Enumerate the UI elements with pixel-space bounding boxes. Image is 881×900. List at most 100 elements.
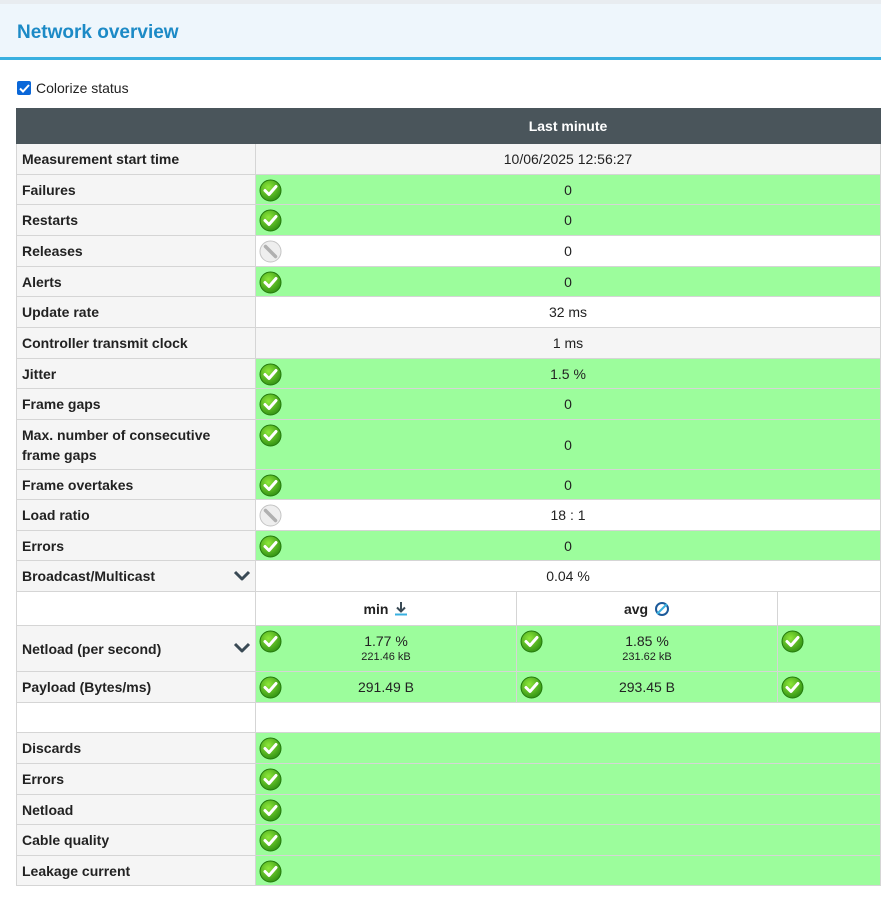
page-header: Network overview	[0, 4, 881, 60]
update-rate-value: 32 ms	[548, 304, 588, 320]
errors-value: 0	[564, 537, 572, 554]
row-label: Frame overtakes	[16, 470, 256, 500]
payload-extra-cell	[778, 672, 881, 703]
status-ok-icon	[259, 179, 282, 202]
frame-gaps-value: 0	[564, 396, 572, 412]
netload-avg-cell: 1.85 % 231.62 kB	[517, 626, 778, 672]
status-ok-icon	[259, 799, 282, 822]
stats-col-extra	[778, 592, 881, 626]
header-corner	[16, 108, 256, 144]
status-ok-icon	[259, 474, 282, 497]
row-label: Cable quality	[16, 825, 256, 856]
row-label: Leakage current	[16, 856, 256, 886]
row-label: Jitter	[16, 359, 256, 389]
netload-min-subvalue: 221.46 kB	[361, 650, 411, 663]
chevron-down-icon[interactable]	[233, 569, 251, 583]
arrow-down-icon	[395, 602, 408, 616]
row-label-text: Payload (Bytes/ms)	[22, 679, 152, 695]
row-label-text: Load ratio	[22, 507, 90, 523]
row-label-text: Broadcast/Multicast	[22, 568, 156, 584]
releases-value: 0	[564, 243, 572, 259]
row-label: Netload	[16, 795, 256, 825]
row-label: Restarts	[16, 205, 256, 236]
cable-quality-status-cell	[256, 825, 881, 856]
row-label: Max. number of consecutive frame gaps	[16, 420, 256, 470]
netload-avg-value: 1.85 %	[625, 632, 669, 649]
spacer-label	[16, 703, 256, 733]
row-label-text: Max. number of consecutive frame gaps	[22, 426, 211, 463]
row-value: 0	[256, 175, 881, 205]
stats-col-avg: avg	[517, 592, 778, 626]
restarts-value: 0	[564, 212, 572, 228]
payload-avg-value: 293.45 B	[618, 679, 676, 695]
row-label: Load ratio	[16, 500, 256, 531]
payload-min-value: 291.49 B	[357, 679, 415, 695]
row-label-text: Update rate	[22, 304, 100, 320]
network-overview-table: Last minute Measurement start time 10/06…	[16, 108, 881, 886]
port-errors-status-cell	[256, 764, 881, 795]
row-label: Controller transmit clock	[16, 328, 256, 359]
colorize-toggle[interactable]: Colorize status	[17, 79, 129, 97]
row-value: 0	[256, 205, 881, 236]
row-label-text: Discards	[22, 740, 82, 756]
stats-col-min-label: min	[363, 600, 389, 617]
row-label: Frame gaps	[16, 389, 256, 420]
header-last-minute: Last minute	[256, 108, 881, 144]
row-label-text: Errors	[22, 771, 65, 787]
failures-value: 0	[564, 181, 572, 198]
row-label: Errors	[16, 764, 256, 795]
status-ok-icon	[259, 209, 282, 232]
row-label-text: Frame overtakes	[22, 476, 134, 493]
row-label: Alerts	[16, 267, 256, 297]
stats-header-corner	[16, 592, 256, 626]
row-label-text: Frame gaps	[22, 396, 101, 412]
status-ok-icon	[259, 535, 282, 558]
page-title: Network overview	[17, 22, 179, 43]
row-value: 0	[256, 389, 881, 420]
row-value: 0	[256, 531, 881, 561]
broadcast-value: 0.04 %	[546, 568, 590, 584]
row-label-text: Netload	[22, 801, 74, 818]
colorize-checkbox[interactable]	[17, 81, 31, 95]
row-label-text: Jitter	[22, 365, 57, 382]
row-value: 10/06/2025 12:56:27	[256, 144, 881, 175]
status-ok-icon	[259, 829, 282, 852]
status-inactive-icon	[259, 504, 282, 527]
row-value: 0	[256, 420, 881, 470]
status-ok-icon	[259, 271, 282, 294]
alerts-value: 0	[564, 273, 572, 290]
row-value: 32 ms	[256, 297, 881, 328]
row-value: 0.04 %	[256, 561, 881, 592]
measurement-start-value: 10/06/2025 12:56:27	[503, 151, 633, 167]
row-label: Payload (Bytes/ms)	[16, 672, 256, 703]
row-value: 0	[256, 267, 881, 297]
top-edge	[0, 0, 881, 4]
row-label-text: Alerts	[22, 273, 62, 290]
netload-min-cell: 1.77 % 221.46 kB	[256, 626, 517, 672]
row-label-text: Cable quality	[22, 832, 110, 848]
row-label: Errors	[16, 531, 256, 561]
row-label: Measurement start time	[16, 144, 256, 175]
row-label-text: Restarts	[22, 212, 79, 228]
status-ok-icon	[259, 630, 282, 653]
row-label-text: Releases	[22, 243, 83, 259]
chevron-down-icon[interactable]	[233, 641, 251, 655]
status-ok-icon	[259, 860, 282, 883]
row-label-broadcast[interactable]: Broadcast/Multicast	[16, 561, 256, 592]
status-ok-icon	[259, 768, 282, 791]
leakage-current-status-cell	[256, 856, 881, 886]
status-ok-icon	[259, 737, 282, 760]
row-label-text: Controller transmit clock	[22, 335, 188, 351]
transmit-clock-value: 1 ms	[552, 335, 584, 351]
discards-status-cell	[256, 733, 881, 764]
port-netload-status-cell	[256, 795, 881, 825]
row-value: 1 ms	[256, 328, 881, 359]
row-label-netload[interactable]: Netload (per second)	[16, 626, 256, 672]
load-ratio-value: 18 : 1	[550, 507, 586, 523]
netload-extra-cell	[778, 626, 881, 672]
row-value: 1.5 %	[256, 359, 881, 389]
checkmark-icon	[18, 83, 30, 93]
status-ok-icon	[520, 630, 543, 653]
status-ok-icon	[259, 676, 282, 699]
row-label-text: Measurement start time	[22, 151, 180, 167]
